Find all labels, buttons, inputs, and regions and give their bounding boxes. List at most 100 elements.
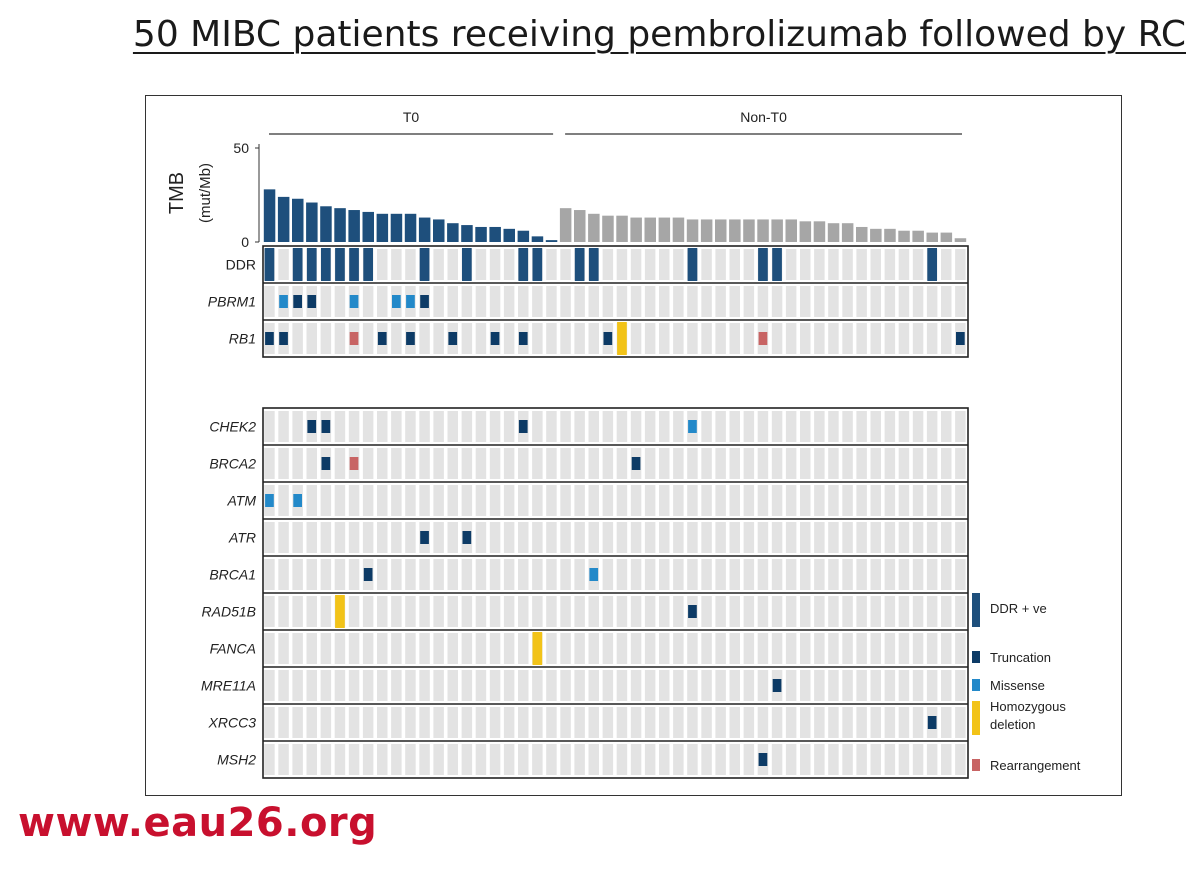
grid-cell: [800, 411, 811, 442]
grid-cell: [926, 596, 938, 627]
tmb-bar: [390, 213, 403, 242]
grid-cell: [884, 448, 896, 479]
grid-cell: [842, 559, 853, 590]
tmb-bar: [700, 219, 713, 242]
grid-cell: [616, 485, 628, 516]
grid-cell: [757, 522, 769, 553]
grid-cell: [377, 411, 388, 442]
grid-cell: [447, 448, 458, 479]
grid-cell: [588, 286, 599, 317]
grid-cell: [729, 485, 740, 516]
grid-cell: [743, 485, 755, 516]
grid-cell: [602, 744, 614, 775]
grid-cell: [870, 411, 881, 442]
grid-cell: [926, 286, 938, 317]
grid-cell: [574, 485, 585, 516]
tmb-bar: [743, 219, 755, 242]
grid-cell: [489, 559, 501, 590]
grid-cell: [362, 744, 374, 775]
grid-cell: [715, 670, 726, 701]
tmb-bar: [292, 198, 304, 242]
tmb-bar: [841, 223, 854, 242]
grid-cell: [433, 744, 444, 775]
grid-cell: [729, 670, 740, 701]
grid-cell: [898, 411, 910, 442]
tmb-bar: [856, 226, 868, 242]
grid-cell: [701, 633, 712, 664]
grid-cell: [785, 249, 797, 280]
grid-cell: [518, 485, 529, 516]
grid-cell: [546, 559, 557, 590]
grid-cell: [729, 286, 740, 317]
grid-cell: [729, 633, 740, 664]
gene-label-atr: ATR: [228, 530, 256, 546]
grid-cell: [616, 448, 628, 479]
grid-cell: [644, 633, 656, 664]
grid-cell: [320, 286, 332, 317]
grid-cell: [560, 744, 571, 775]
legend-swatch-rearrangement: [972, 759, 980, 771]
grid-cell: [898, 707, 910, 738]
grid-cell: [616, 411, 628, 442]
grid-cell: [602, 249, 614, 280]
grid-cell: [659, 249, 670, 280]
grid-cell: [419, 744, 430, 775]
grid-cell: [771, 522, 783, 553]
grid-cell: [560, 249, 571, 280]
grid-cell: [503, 596, 515, 627]
tmb-bar: [559, 208, 572, 242]
grid-cell: [941, 411, 952, 442]
grid-cell: [659, 559, 670, 590]
grid-cell: [771, 596, 783, 627]
grid-cell: [560, 559, 571, 590]
grid-cell: [912, 448, 924, 479]
grid-cell: [292, 744, 303, 775]
grid-cell: [278, 670, 289, 701]
grid-cell: [503, 744, 515, 775]
grid-cell: [743, 707, 755, 738]
grid-cell: [828, 485, 839, 516]
grid-cell: [743, 286, 755, 317]
gene-label-rb1: RB1: [229, 331, 256, 347]
website-link[interactable]: www.eau26.org: [18, 800, 378, 846]
grid-cell: [715, 286, 726, 317]
grid-cell: [560, 286, 571, 317]
grid-cell: [334, 485, 346, 516]
grid-cell: [912, 670, 924, 701]
grid-cell: [447, 744, 458, 775]
grid-cell: [320, 633, 332, 664]
tmb-axis-label: TMB: [166, 172, 188, 214]
alteration-truncation: [490, 332, 500, 345]
grid-cell: [602, 559, 614, 590]
grid-cell: [743, 670, 755, 701]
grid-cell: [785, 485, 797, 516]
tmb-bar: [827, 223, 840, 242]
tmb-bar: [517, 230, 530, 242]
gene-label-rad51b: RAD51B: [202, 604, 256, 620]
grid-cell: [955, 633, 966, 664]
grid-cell: [941, 559, 952, 590]
tmb-bar: [404, 213, 417, 242]
legend-swatch-missense: [972, 679, 980, 691]
grid-cell: [687, 485, 698, 516]
grid-cell: [362, 448, 374, 479]
grid-cell: [870, 596, 881, 627]
grid-cell: [447, 286, 458, 317]
grid-cell: [630, 411, 642, 442]
grid-cell: [602, 522, 614, 553]
grid-cell: [475, 633, 487, 664]
grid-cell: [715, 249, 726, 280]
gene-label-brca1: BRCA1: [209, 567, 256, 583]
grid-cell: [814, 286, 825, 317]
tmb-bar: [277, 196, 290, 242]
grid-cell: [757, 596, 769, 627]
grid-cell: [616, 707, 628, 738]
gene-label-pbrm1: PBRM1: [208, 294, 256, 310]
alteration-truncation: [321, 420, 331, 433]
gene-label-xrcc3: XRCC3: [208, 715, 257, 731]
tmb-bar: [588, 213, 600, 242]
alteration-missense: [279, 295, 288, 308]
grid-cell: [941, 522, 952, 553]
grid-cell: [898, 596, 910, 627]
grid-cell: [814, 707, 825, 738]
